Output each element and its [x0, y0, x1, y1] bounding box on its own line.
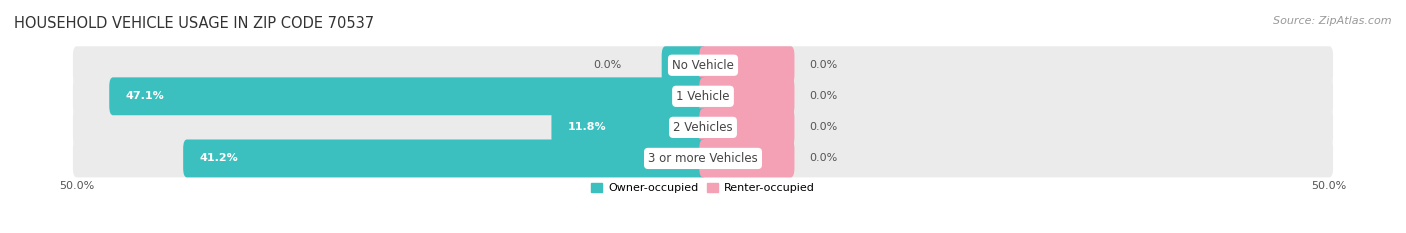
Text: 41.2%: 41.2%	[200, 154, 238, 163]
Text: No Vehicle: No Vehicle	[672, 59, 734, 72]
Text: 0.0%: 0.0%	[810, 122, 838, 132]
Text: 50.0%: 50.0%	[1312, 181, 1347, 191]
Text: 0.0%: 0.0%	[810, 60, 838, 70]
Text: 0.0%: 0.0%	[810, 91, 838, 101]
FancyBboxPatch shape	[73, 46, 1333, 84]
Legend: Owner-occupied, Renter-occupied: Owner-occupied, Renter-occupied	[592, 182, 814, 193]
Text: 47.1%: 47.1%	[125, 91, 165, 101]
Text: 1 Vehicle: 1 Vehicle	[676, 90, 730, 103]
Text: 0.0%: 0.0%	[593, 60, 621, 70]
FancyBboxPatch shape	[73, 77, 1333, 115]
FancyBboxPatch shape	[110, 77, 707, 115]
FancyBboxPatch shape	[662, 46, 707, 84]
Text: HOUSEHOLD VEHICLE USAGE IN ZIP CODE 70537: HOUSEHOLD VEHICLE USAGE IN ZIP CODE 7053…	[14, 16, 374, 31]
Text: 2 Vehicles: 2 Vehicles	[673, 121, 733, 134]
FancyBboxPatch shape	[699, 46, 794, 84]
Text: 0.0%: 0.0%	[810, 154, 838, 163]
FancyBboxPatch shape	[183, 140, 707, 177]
FancyBboxPatch shape	[699, 108, 794, 146]
FancyBboxPatch shape	[73, 140, 1333, 177]
Text: 11.8%: 11.8%	[568, 122, 606, 132]
Text: Source: ZipAtlas.com: Source: ZipAtlas.com	[1274, 16, 1392, 26]
FancyBboxPatch shape	[73, 108, 1333, 146]
Text: 50.0%: 50.0%	[59, 181, 94, 191]
FancyBboxPatch shape	[699, 77, 794, 115]
FancyBboxPatch shape	[551, 108, 707, 146]
Text: 3 or more Vehicles: 3 or more Vehicles	[648, 152, 758, 165]
FancyBboxPatch shape	[699, 140, 794, 177]
